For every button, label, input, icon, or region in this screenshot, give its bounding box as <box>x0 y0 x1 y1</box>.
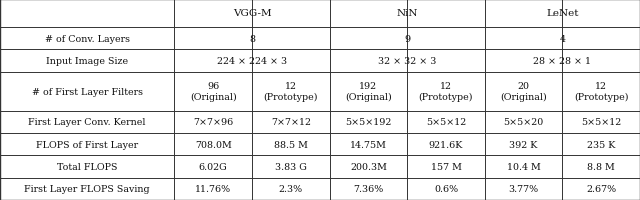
Text: 7×7×96: 7×7×96 <box>193 118 234 127</box>
Text: 224 × 224 × 3: 224 × 224 × 3 <box>217 57 287 66</box>
Text: 11.76%: 11.76% <box>195 184 231 193</box>
Text: 235 K: 235 K <box>587 140 616 149</box>
Text: 708.0M: 708.0M <box>195 140 232 149</box>
Text: 5×5×12: 5×5×12 <box>426 118 466 127</box>
Text: 12
(Prototype): 12 (Prototype) <box>264 82 318 102</box>
Text: VGG-M: VGG-M <box>233 9 271 18</box>
Text: 9: 9 <box>404 34 410 43</box>
Text: 8.8 M: 8.8 M <box>588 162 615 171</box>
Text: 4: 4 <box>559 34 565 43</box>
Text: Total FLOPS: Total FLOPS <box>57 162 118 171</box>
Text: # of First Layer Filters: # of First Layer Filters <box>32 87 143 96</box>
Text: 2.3%: 2.3% <box>279 184 303 193</box>
Text: 3.83 G: 3.83 G <box>275 162 307 171</box>
Text: 12
(Prototype): 12 (Prototype) <box>574 82 628 102</box>
Text: First Layer Conv. Kernel: First Layer Conv. Kernel <box>28 118 146 127</box>
Text: 28 × 28 × 1: 28 × 28 × 1 <box>533 57 591 66</box>
Text: 10.4 M: 10.4 M <box>507 162 540 171</box>
Text: 921.6K: 921.6K <box>429 140 463 149</box>
Text: 6.02G: 6.02G <box>199 162 228 171</box>
Text: 157 M: 157 M <box>431 162 461 171</box>
Text: 7×7×12: 7×7×12 <box>271 118 311 127</box>
Text: 5×5×12: 5×5×12 <box>581 118 621 127</box>
Text: First Layer FLOPS Saving: First Layer FLOPS Saving <box>24 184 150 193</box>
Text: 12
(Prototype): 12 (Prototype) <box>419 82 473 102</box>
Text: # of Conv. Layers: # of Conv. Layers <box>45 34 130 43</box>
Text: LeNet: LeNet <box>546 9 579 18</box>
Text: Input Image Size: Input Image Size <box>46 57 128 66</box>
Text: 5×5×20: 5×5×20 <box>504 118 544 127</box>
Text: NiN: NiN <box>396 9 418 18</box>
Text: 96
(Original): 96 (Original) <box>190 82 237 102</box>
Text: 5×5×192: 5×5×192 <box>345 118 392 127</box>
Text: 0.6%: 0.6% <box>434 184 458 193</box>
Text: 2.67%: 2.67% <box>586 184 616 193</box>
Text: 88.5 M: 88.5 M <box>274 140 308 149</box>
Text: FLOPS of First Layer: FLOPS of First Layer <box>36 140 138 149</box>
Text: 3.77%: 3.77% <box>509 184 539 193</box>
Text: 192
(Original): 192 (Original) <box>345 82 392 102</box>
Text: 200.3M: 200.3M <box>350 162 387 171</box>
Text: 14.75M: 14.75M <box>350 140 387 149</box>
Text: 8: 8 <box>249 34 255 43</box>
Text: 20
(Original): 20 (Original) <box>500 82 547 102</box>
Text: 7.36%: 7.36% <box>353 184 383 193</box>
Text: 392 K: 392 K <box>509 140 538 149</box>
Text: 32 × 32 × 3: 32 × 32 × 3 <box>378 57 436 66</box>
